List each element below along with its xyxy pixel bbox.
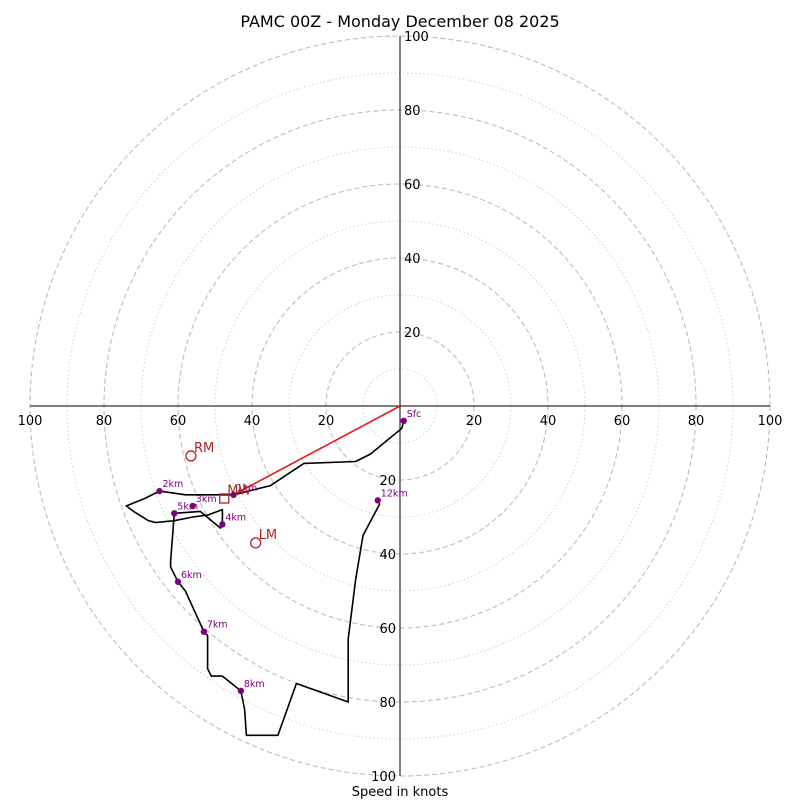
x-tick-label-neg: 60 <box>170 414 187 429</box>
height-label-12km: 12km <box>381 488 408 499</box>
storm-label-MW: MW <box>227 484 251 499</box>
x-tick-label-neg: 80 <box>96 414 113 429</box>
height-point-4km <box>219 521 226 528</box>
wind-trace <box>125 420 405 737</box>
wind-profile-line <box>125 420 405 737</box>
y-tick-label-neg: 100 <box>371 770 396 785</box>
height-point-1km <box>230 491 237 498</box>
height-label-1km: 1km <box>237 483 258 494</box>
y-tick-label-pos: 80 <box>404 104 421 119</box>
shear-vector-line <box>233 405 401 496</box>
y-tick-label-neg: 80 <box>379 696 396 711</box>
x-tick-label-pos: 20 <box>466 414 483 429</box>
height-label-2km: 2km <box>163 479 184 490</box>
height-markers: Sfc 1km 2km 3km 4km 5km 6km 7km 8km 12km <box>156 409 422 695</box>
x-tick-label-neg: 40 <box>244 414 261 429</box>
storm-marker-MW <box>219 493 230 504</box>
x-tick-label-neg: 20 <box>318 414 335 429</box>
height-label-5km: 5km <box>177 501 198 512</box>
y-tick-label-pos: 100 <box>404 30 429 45</box>
y-tick-label-neg: 40 <box>379 548 396 563</box>
height-point-6km <box>174 578 182 585</box>
height-point-5km <box>171 510 178 517</box>
y-tick-label-pos: 20 <box>404 326 421 341</box>
height-point-2km <box>156 487 163 495</box>
height-label-4km: 4km <box>225 512 246 523</box>
height-point-8km <box>237 687 245 695</box>
y-tick-label-neg: 60 <box>379 622 396 637</box>
y-tick-label-neg: 20 <box>379 474 396 489</box>
height-label-8km: 8km <box>244 679 265 690</box>
height-label-6km: 6km <box>181 570 202 581</box>
x-tick-label-pos: 40 <box>540 414 557 429</box>
height-label-Sfc: Sfc <box>407 409 422 420</box>
height-point-Sfc <box>400 417 407 424</box>
storm-motion-markers: RM MW LM <box>185 441 277 549</box>
y-tick-label-pos: 60 <box>404 178 421 193</box>
x-tick-label-neg: 100 <box>18 414 43 429</box>
storm-marker-LM <box>250 537 262 549</box>
x-tick-label-pos: 80 <box>688 414 705 429</box>
x-tick-label-pos: 60 <box>614 414 631 429</box>
storm-label-LM: LM <box>259 528 277 543</box>
chart-title: PAMC 00Z - Monday December 08 2025 <box>240 12 559 31</box>
x-axis-label: Speed in knots <box>352 785 449 800</box>
x-tick-label-pos: 100 <box>758 414 783 429</box>
storm-label-RM: RM <box>194 441 214 456</box>
storm-marker-RM <box>185 450 197 462</box>
height-label-7km: 7km <box>207 620 228 631</box>
height-point-3km <box>189 502 196 510</box>
y-tick-label-pos: 40 <box>404 252 421 267</box>
height-point-12km <box>374 497 381 504</box>
bulk-shear-vector <box>233 405 401 496</box>
height-point-7km <box>200 628 208 635</box>
tick-labels: 100 80 60 40 20 20 40 60 80 100 20 40 60 80 100 20 40 60 8… <box>18 30 783 785</box>
height-label-3km: 3km <box>196 494 217 505</box>
